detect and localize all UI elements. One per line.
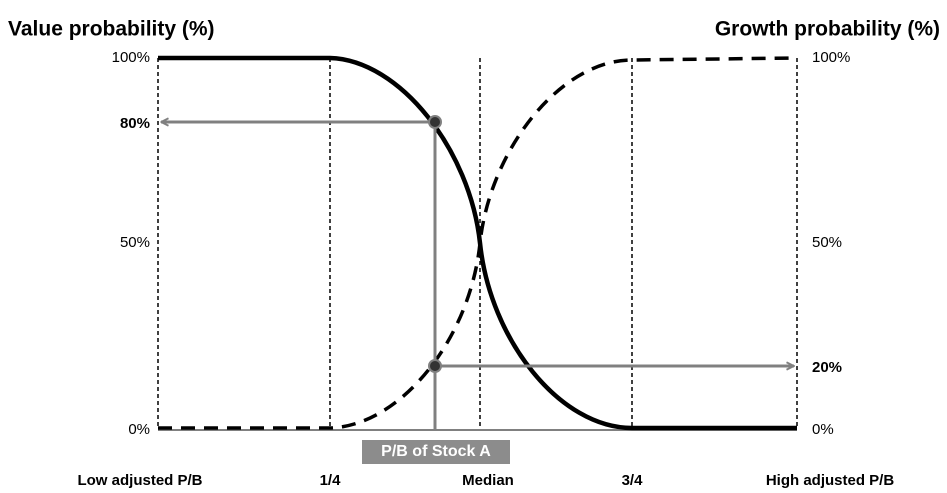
right-tick: 100% (812, 49, 850, 66)
bottom-label: Median (462, 472, 514, 489)
left-tick: 100% (112, 49, 150, 66)
bottom-label: Low adjusted P/B (77, 472, 202, 489)
left-tick: 50% (120, 234, 150, 251)
bottom-label: 3/4 (622, 472, 644, 489)
marker-label: P/B of Stock A (381, 443, 491, 460)
guide-lines (157, 58, 798, 428)
left-tick: 0% (128, 421, 150, 438)
bottom-label: 1/4 (320, 472, 342, 489)
title-right: Growth probability (%) (715, 18, 940, 41)
stock-lines (161, 122, 794, 430)
title-left: Value probability (%) (8, 18, 215, 41)
bottom-label: High adjusted P/B (766, 472, 895, 489)
dot (428, 359, 442, 373)
left-tick: 80% (120, 115, 150, 132)
value-curve (158, 55, 797, 431)
growth-curve (158, 56, 798, 430)
marker-box (362, 440, 510, 464)
right-tick: 50% (812, 234, 842, 251)
dot (428, 115, 442, 129)
right-tick: 0% (812, 421, 834, 438)
right-tick: 20% (812, 359, 842, 376)
